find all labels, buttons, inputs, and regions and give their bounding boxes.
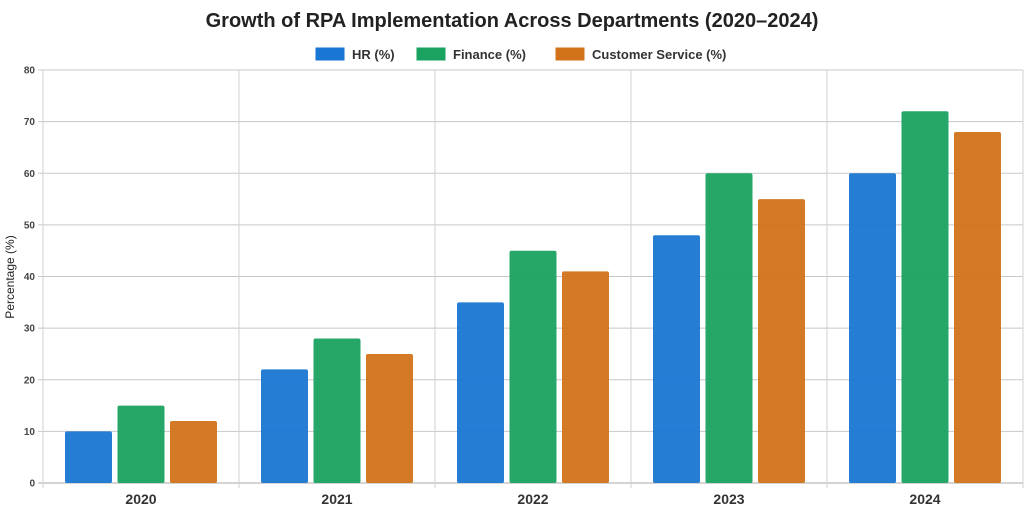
y-tick-label: 30 [24, 324, 36, 335]
bar-2023-2 [758, 199, 805, 483]
legend-label: Customer Service (%) [592, 47, 726, 62]
x-tick-label: 2023 [713, 491, 744, 507]
axes: 0 10 20 30 40 50 60 70 80 2020 2021 2022 2023 2024 [24, 66, 941, 508]
legend-label: HR (%) [352, 47, 395, 62]
y-tick-label: 70 [24, 117, 36, 128]
bar-2020-2 [170, 421, 217, 483]
bar-2024-0 [849, 173, 896, 483]
y-tick-label: 60 [24, 169, 36, 180]
legend-swatch [314, 46, 346, 62]
bar-2021-0 [261, 369, 308, 483]
y-tick-label: 50 [24, 220, 36, 231]
x-tick-label: 2021 [321, 491, 352, 507]
x-tick-label: 2020 [125, 491, 156, 507]
bar-2021-1 [313, 338, 361, 483]
bar-2020-1 [117, 405, 165, 483]
legend-swatch [554, 46, 586, 62]
y-tick-label: 20 [24, 375, 36, 386]
bar-2024-1 [901, 111, 949, 484]
legend-swatch [415, 46, 447, 62]
bars [65, 111, 1001, 484]
bar-2023-1 [705, 173, 753, 483]
y-tick-label: 0 [29, 479, 35, 490]
bar-2020-0 [65, 431, 112, 483]
legend: HR (%) Finance (%) Customer Service (%) [314, 46, 726, 62]
bar-2021-2 [366, 353, 413, 483]
y-tick-label: 10 [24, 427, 36, 438]
legend-label: Finance (%) [453, 47, 526, 62]
x-tick-label: 2024 [909, 491, 940, 507]
y-tick-label: 80 [24, 66, 36, 77]
bar-2024-2 [954, 131, 1001, 483]
bar-2022-2 [562, 271, 609, 483]
y-tick-label: 40 [24, 272, 36, 283]
bar-2023-0 [653, 235, 700, 483]
y-axis-label: Percentage (%) [3, 235, 17, 318]
bar-2022-0 [457, 302, 504, 483]
bar-2022-1 [509, 250, 557, 483]
chart-title: Growth of RPA Implementation Across Depa… [206, 10, 819, 32]
x-tick-label: 2022 [517, 491, 548, 507]
